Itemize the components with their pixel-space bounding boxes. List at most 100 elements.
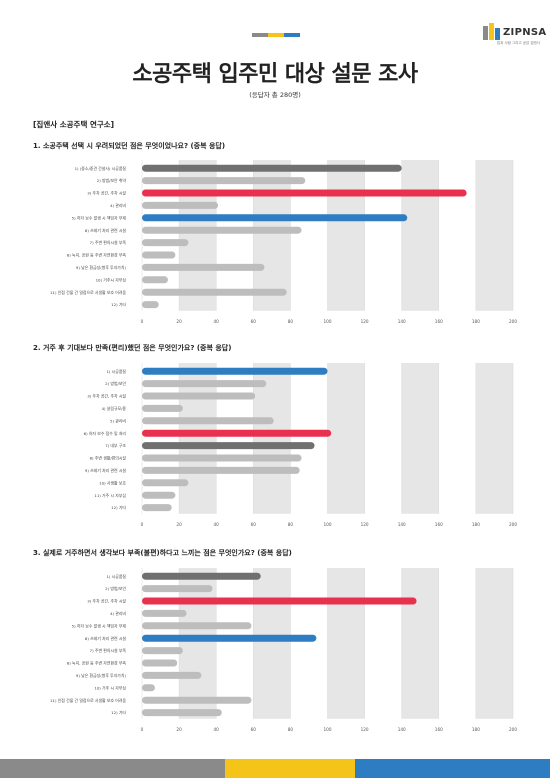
category-label: 6) 쓰레기 처리 관련 시설 bbox=[85, 228, 127, 233]
top-accent-gray bbox=[252, 33, 268, 37]
bar bbox=[142, 189, 467, 197]
tick-label: 20 bbox=[176, 522, 182, 527]
tick-label: 180 bbox=[472, 522, 480, 527]
tick-label: 80 bbox=[288, 727, 294, 732]
chart-question-1: 1) (중소/중견 건설사) 시공품질 2) 방범/보안 취약 3) 주차 공간, … bbox=[50, 160, 517, 324]
bar bbox=[142, 454, 302, 462]
tick-label: 60 bbox=[251, 319, 257, 324]
category-label: 11) 인접 건물 간 밀접으로 사생활 보호 어려움 bbox=[50, 290, 126, 295]
bar bbox=[142, 214, 408, 222]
category-label: 1) (중소/중견 건설사) 시공품질 bbox=[75, 166, 127, 171]
bottom-accent-yellow bbox=[225, 759, 355, 778]
grid-band bbox=[401, 160, 439, 311]
grid-band bbox=[401, 363, 439, 514]
category-label: 2) 방범/보안 취약 bbox=[97, 178, 127, 183]
chart-question-2: 1) 시공품질 2) 방범/보안 3) 주차 공간, 주차 시설 4) 살림규모/용 5… bbox=[84, 363, 517, 527]
category-label: 1) 시공품질 bbox=[106, 574, 126, 579]
bar bbox=[142, 671, 202, 679]
question-1-title: 1. 소공주택 선택 시 우려되었던 점은 무엇이었나요? (중복 응답) bbox=[33, 142, 226, 150]
category-label: 6) 쓰레기 처리 관련 시설 bbox=[85, 636, 127, 641]
tick-label: 40 bbox=[214, 522, 220, 527]
category-label: 3) 주차 공간, 주차 시설 bbox=[87, 394, 126, 399]
bar bbox=[142, 263, 265, 271]
bar bbox=[142, 177, 306, 185]
grid-band bbox=[475, 568, 513, 719]
bar bbox=[142, 417, 274, 425]
bar bbox=[142, 622, 252, 630]
tick-label: 0 bbox=[141, 522, 144, 527]
bar bbox=[142, 696, 252, 704]
category-label: 8) 녹지, 공원 등 주변 자연환경 부족 bbox=[67, 661, 127, 666]
tick-label: 120 bbox=[361, 319, 369, 324]
bar bbox=[142, 572, 261, 580]
bar bbox=[142, 585, 213, 593]
bar bbox=[142, 201, 219, 209]
bar bbox=[142, 684, 155, 692]
tick-label: 140 bbox=[398, 727, 406, 732]
category-label: 1) 시공품질 bbox=[106, 369, 126, 374]
category-label: 8) 녹지, 공원 등 주변 자연환경 부족 bbox=[67, 253, 127, 258]
grid-band bbox=[253, 160, 291, 311]
tick-label: 40 bbox=[214, 319, 220, 324]
tick-label: 120 bbox=[361, 522, 369, 527]
category-label: 7) 내부 구조 bbox=[105, 443, 126, 448]
bar bbox=[142, 709, 222, 717]
tick-label: 20 bbox=[176, 319, 182, 324]
bar bbox=[142, 634, 317, 642]
top-accent-bar bbox=[252, 33, 300, 37]
category-label: 4) 살림규모/용 bbox=[102, 406, 127, 411]
category-label: 12) 기타 bbox=[111, 710, 126, 715]
tick-label: 120 bbox=[361, 727, 369, 732]
top-accent-blue bbox=[284, 33, 300, 37]
category-label: 10) 거주시 자부심 bbox=[96, 277, 127, 282]
tick-label: 60 bbox=[251, 727, 257, 732]
tick-label: 80 bbox=[288, 319, 294, 324]
page-subtitle: (응답자 총 280명) bbox=[249, 91, 301, 99]
category-label: 3) 주차 공간, 주차 시설 bbox=[87, 599, 126, 604]
tick-label: 20 bbox=[176, 727, 182, 732]
grid-band bbox=[327, 568, 365, 719]
tick-label: 160 bbox=[435, 522, 443, 527]
category-label: 9) 낮은 환금성(향후 투자가치) bbox=[76, 673, 127, 678]
bar bbox=[142, 609, 187, 617]
category-label: 7) 주변 편의시설 부족 bbox=[90, 648, 127, 653]
page-title: 소공주택 입주민 대상 설문 조사 bbox=[132, 62, 418, 87]
bar bbox=[142, 659, 178, 667]
category-label: 5) 하자 보수 발생 시 책임자 부재 bbox=[72, 215, 127, 220]
logo-tagline: 집과 사람 그리고 공감 집앤사 bbox=[496, 41, 540, 45]
tick-label: 140 bbox=[398, 319, 406, 324]
category-label: 3) 주차 공간, 주차 시설 bbox=[87, 191, 126, 196]
category-label: 2) 방범/보안 bbox=[105, 381, 126, 386]
question-3-title: 3. 실제로 거주하면서 생각보다 부족(불편)하다고 느끼는 점은 무엇인가요… bbox=[33, 549, 292, 557]
grid-band bbox=[179, 160, 217, 311]
bottom-accent-gray bbox=[0, 759, 225, 778]
tick-label: 40 bbox=[214, 727, 220, 732]
grid-band bbox=[253, 363, 291, 514]
logo-wordmark: ZIPNSA bbox=[503, 27, 547, 38]
tick-label: 100 bbox=[324, 319, 332, 324]
tick-label: 180 bbox=[472, 727, 480, 732]
category-label: 4) 관리비 bbox=[110, 611, 126, 616]
grid-band bbox=[475, 160, 513, 311]
bar bbox=[142, 404, 183, 412]
bar bbox=[142, 429, 332, 437]
grid-band bbox=[401, 568, 439, 719]
bar bbox=[142, 491, 176, 499]
grid-band bbox=[179, 363, 217, 514]
bar bbox=[142, 504, 172, 512]
bar bbox=[142, 276, 168, 284]
bar bbox=[142, 288, 287, 296]
tick-label: 100 bbox=[324, 727, 332, 732]
category-label: 6) 하자 보수 접수 및 처리 bbox=[84, 431, 127, 436]
question-2-title: 2. 거주 후 기대보다 만족(편리)했던 점은 무엇인가요? (중복 응답) bbox=[33, 344, 232, 352]
tick-label: 160 bbox=[435, 319, 443, 324]
chart-question-3: 1) 시공품질 2) 방범/보안 3) 주차 공간, 주차 시설 4) 관리비 5) 하… bbox=[50, 568, 517, 732]
category-label: 12) 기타 bbox=[111, 505, 126, 510]
category-label: 8) 주변 생활/편의시설 bbox=[90, 456, 127, 461]
grid-band bbox=[327, 160, 365, 311]
category-label: 2) 방범/보안 bbox=[105, 586, 126, 591]
bottom-accent-blue bbox=[355, 759, 550, 778]
bottom-accent-bar bbox=[0, 759, 550, 778]
bar bbox=[142, 466, 300, 474]
tick-label: 140 bbox=[398, 522, 406, 527]
